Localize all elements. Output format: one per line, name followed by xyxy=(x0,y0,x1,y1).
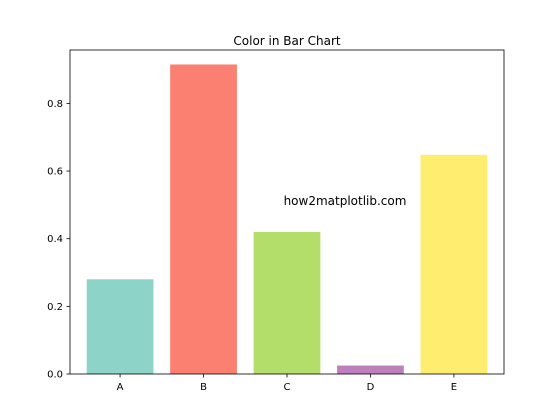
watermark-annotation: how2matplotlib.com xyxy=(284,194,407,208)
y-tick-label: 0.0 xyxy=(47,370,63,381)
bar-d xyxy=(337,365,404,374)
plot-frame xyxy=(69,49,505,375)
x-tick-label: B xyxy=(200,382,207,393)
x-tick-label: E xyxy=(451,382,457,393)
x-tick-label: D xyxy=(367,382,375,393)
y-tick-label: 0.4 xyxy=(47,234,63,245)
x-axis-ticks: A B C D E xyxy=(117,374,457,393)
bar-a xyxy=(86,279,154,374)
x-tick-label: C xyxy=(284,382,291,393)
y-tick-label: 0.8 xyxy=(47,99,63,110)
bars-group xyxy=(86,64,488,374)
y-tick-label: 0.2 xyxy=(47,302,63,313)
chart-title: Color in Bar Chart xyxy=(233,34,341,48)
y-tick-label: 0.6 xyxy=(47,167,63,178)
x-tick-label: A xyxy=(117,382,124,393)
bar-c xyxy=(253,231,321,374)
y-axis-ticks: 0.0 0.2 0.4 0.6 0.8 xyxy=(47,99,70,381)
bar-e xyxy=(420,154,488,374)
bar-b xyxy=(170,64,237,374)
